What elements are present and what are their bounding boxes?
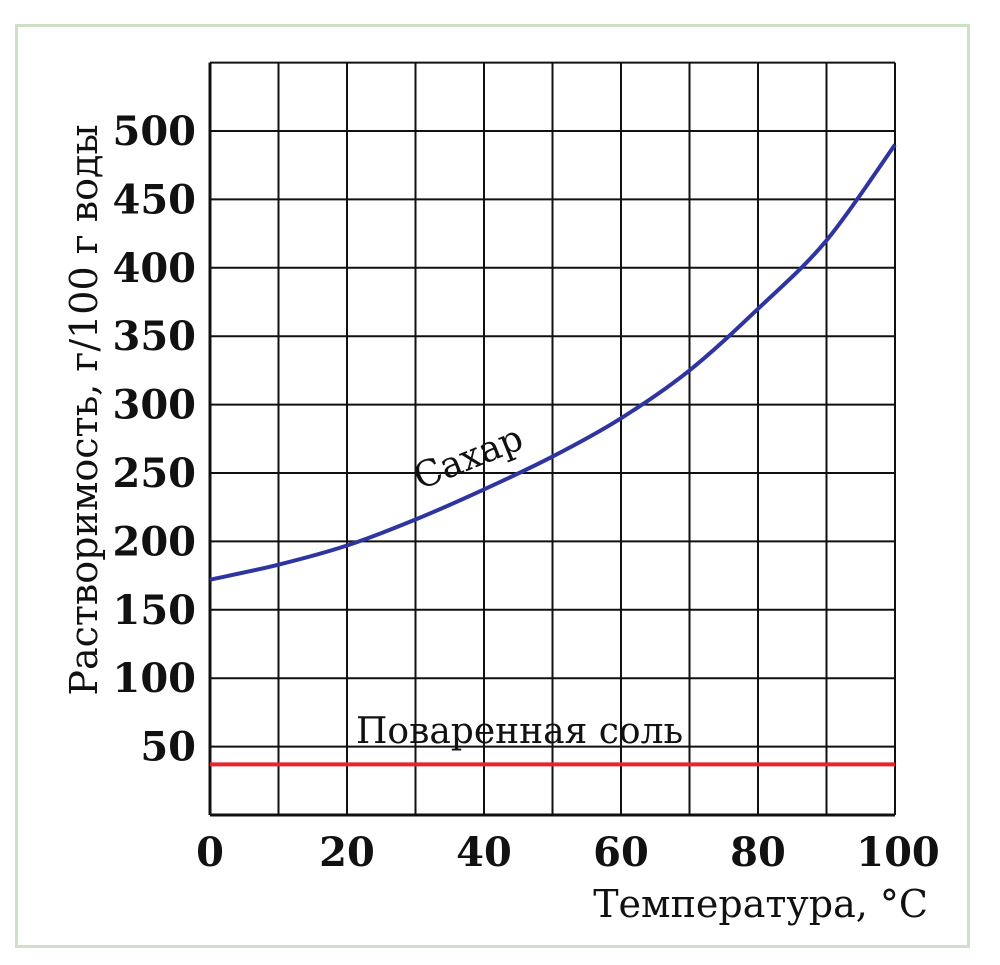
y-tick-label: 500	[113, 108, 197, 155]
y-tick-label: 350	[113, 313, 197, 360]
x-tick-label: 20	[319, 829, 375, 876]
x-tick-label: 80	[730, 829, 786, 876]
y-tick-label: 100	[113, 655, 197, 702]
x-tick-label: 100	[856, 829, 940, 876]
x-axis-ticks: 0 20 40 60 80 100	[196, 829, 940, 876]
grid	[208, 61, 896, 817]
y-axis-label: Растворимость, г/100 г воды	[62, 124, 106, 695]
x-tick-label: 40	[456, 829, 512, 876]
y-tick-label: 150	[113, 587, 197, 634]
sugar-curve-label: Сахар	[408, 418, 529, 499]
x-tick-label: 0	[196, 829, 224, 876]
salt-line-label: Поваренная соль	[356, 711, 683, 752]
y-tick-label: 300	[113, 382, 197, 429]
y-tick-label: 450	[113, 176, 197, 223]
y-axis-ticks: 50 100 150 200 250 300 350 400 450 500	[113, 108, 197, 771]
x-axis-label: Температура, °C	[593, 882, 928, 926]
y-tick-label: 50	[140, 724, 196, 771]
y-tick-label: 400	[113, 245, 197, 292]
y-tick-label: 250	[113, 450, 197, 497]
sugar-curve	[209, 143, 897, 582]
x-tick-label: 60	[593, 829, 649, 876]
y-tick-label: 200	[113, 518, 197, 565]
data-series	[209, 143, 897, 767]
